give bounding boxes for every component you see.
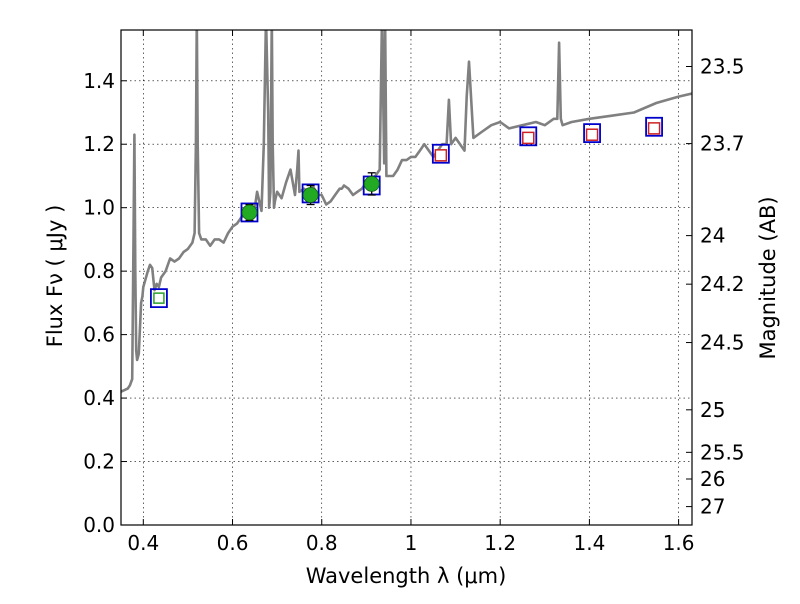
- model-point-red: [647, 122, 661, 135]
- photometry-square: [645, 116, 663, 137]
- x-tick-label: 1.6: [663, 531, 695, 555]
- photometry-square: [431, 143, 450, 164]
- photometry-square: [150, 288, 168, 309]
- model-point-red: [522, 131, 535, 145]
- mag-tick-label: 25.5: [700, 440, 745, 464]
- observed-point: [241, 204, 258, 221]
- y-tick-label: 0.4: [83, 386, 115, 410]
- observed-point: [363, 175, 380, 192]
- x-tick-label: 1.4: [573, 531, 605, 555]
- model-spectrum-line: [121, 30, 692, 393]
- x-tick-label: 1: [405, 531, 418, 555]
- y-tick-label: 0.2: [83, 450, 115, 474]
- x-tick-label: 0.6: [217, 531, 249, 555]
- mag-tick-label: 23.5: [700, 54, 745, 78]
- model-point-red: [585, 128, 599, 141]
- y-tick-label: 1.2: [83, 132, 115, 156]
- y-tick-label: 1.4: [83, 69, 115, 93]
- y-tick-label: 0.0: [83, 513, 115, 537]
- y2-axis-label: Magnitude (AB): [756, 196, 780, 359]
- mag-tick-label: 27: [700, 495, 725, 519]
- model-point-green: [153, 292, 165, 304]
- plot-frame: [120, 29, 693, 526]
- mag-tick-label: 23.7: [700, 132, 745, 156]
- y-axis-label: Flux Fν ( μJy ): [43, 205, 67, 348]
- grid-lines: [121, 30, 692, 526]
- y-tick-label: 0.6: [83, 323, 115, 347]
- x-tick-label: 1.2: [484, 531, 516, 555]
- photometry-square: [583, 123, 601, 144]
- mag-tick-label: 24.5: [700, 331, 745, 355]
- mag-tick-label: 24: [700, 224, 725, 248]
- observed-point: [302, 187, 319, 203]
- mag-tick-label: 24.2: [700, 272, 745, 296]
- mag-tick-label: 26: [700, 467, 725, 491]
- y-tick-label: 0.8: [83, 259, 115, 283]
- y-tick-label: 1.0: [83, 196, 115, 220]
- photometry-square: [240, 202, 259, 223]
- model-point-red: [434, 149, 448, 162]
- mag-tick-label: 25: [700, 398, 725, 422]
- x-axis-label: Wavelength λ (μm): [306, 564, 507, 588]
- photometry-square: [519, 126, 538, 147]
- x-tick-label: 0.8: [306, 531, 338, 555]
- x-tick-label: 0.4: [127, 531, 159, 555]
